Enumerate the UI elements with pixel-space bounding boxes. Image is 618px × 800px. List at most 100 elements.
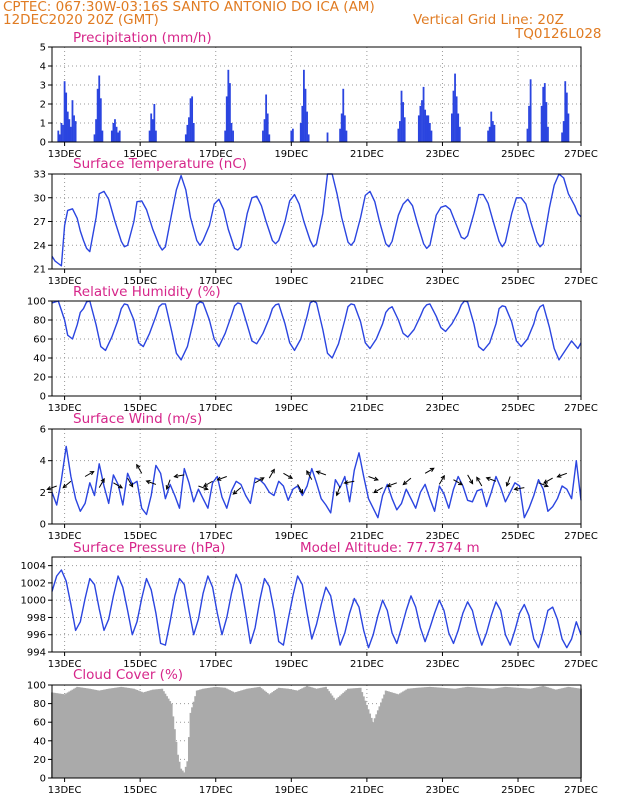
cloud-bar bbox=[457, 688, 460, 778]
cloud-bar bbox=[506, 686, 508, 778]
cloud-bar bbox=[329, 693, 332, 778]
wind-arrow-head bbox=[288, 474, 294, 479]
cloud-bar bbox=[175, 741, 178, 778]
cloud-bar bbox=[284, 688, 286, 778]
precip-bar bbox=[345, 130, 348, 142]
cloud-bar bbox=[287, 688, 290, 778]
cloud-bar bbox=[398, 693, 401, 778]
cloud-bar bbox=[232, 691, 235, 778]
cloud-bar bbox=[548, 687, 551, 778]
cloud-bar bbox=[372, 722, 375, 778]
cloud-bar bbox=[252, 687, 255, 778]
cloud-bar bbox=[210, 687, 213, 778]
cloud-bar bbox=[409, 688, 412, 778]
pressure-ytick-label: 996 bbox=[27, 630, 46, 641]
temp-xtick-label: 15DEC bbox=[123, 276, 157, 287]
cloud-bar bbox=[258, 686, 261, 778]
cloud-bar bbox=[380, 702, 383, 778]
cloud-bar bbox=[73, 688, 76, 778]
precip-bar bbox=[565, 92, 568, 142]
cloud-bar bbox=[96, 690, 99, 778]
precip-bar bbox=[232, 130, 234, 142]
precip-bar bbox=[561, 132, 564, 142]
wind-arrow bbox=[453, 479, 463, 486]
cloud-bar bbox=[260, 688, 263, 778]
wind-arrow-head bbox=[306, 470, 311, 476]
pressure-xtick-label: 15DEC bbox=[123, 659, 157, 670]
cloud-bar bbox=[213, 687, 216, 778]
precip-bar bbox=[402, 102, 404, 142]
precip-ytick-label: 0 bbox=[40, 138, 46, 149]
cloud-bar bbox=[416, 687, 419, 778]
wind-arrow bbox=[543, 477, 553, 484]
cloud-bar bbox=[199, 689, 201, 778]
precip-bar bbox=[450, 113, 453, 142]
cloud-bar bbox=[337, 697, 340, 778]
cloud-bar bbox=[194, 696, 197, 778]
cloud-bar bbox=[532, 688, 535, 778]
precip-bar bbox=[490, 111, 493, 142]
cloud-bar bbox=[236, 691, 239, 778]
precip-bar bbox=[424, 109, 427, 142]
cloud-bar bbox=[425, 687, 428, 778]
cloud-bar bbox=[570, 687, 573, 778]
cloud-bar bbox=[417, 687, 420, 778]
cloud-bar bbox=[419, 687, 422, 778]
precip-bar bbox=[93, 134, 96, 142]
cloud-bar bbox=[269, 693, 272, 778]
precip-bar bbox=[58, 134, 61, 142]
temp-xtick-label: 19DEC bbox=[274, 276, 308, 287]
precip-bar bbox=[452, 90, 455, 142]
precip-bar bbox=[65, 92, 68, 142]
temp-series-line bbox=[51, 173, 582, 267]
cloud-bar bbox=[310, 687, 313, 778]
precip-bar bbox=[150, 113, 153, 142]
panel-cloud: Cloud Cover (%) 0 20 40 60 80 100 13DEC 15DEC 17D… bbox=[27, 667, 598, 796]
humidity-ytick-label: 60 bbox=[33, 335, 46, 346]
cloud-bar bbox=[102, 689, 105, 778]
cloud-bar bbox=[502, 687, 505, 778]
precip-bar bbox=[340, 113, 343, 142]
cloud-bar bbox=[387, 691, 390, 778]
cloud-bar bbox=[542, 685, 545, 778]
precip-bar bbox=[225, 96, 228, 142]
cloud-bar bbox=[57, 693, 60, 778]
cloud-bar bbox=[167, 698, 170, 778]
cloud-bar bbox=[483, 688, 486, 778]
pressure-xtick-label: 17DEC bbox=[199, 659, 233, 670]
cloud-bar bbox=[241, 690, 244, 778]
cloud-bar bbox=[104, 689, 107, 778]
cloud-bar bbox=[328, 691, 331, 778]
humidity-ytick-label: 100 bbox=[27, 297, 46, 308]
cloud-xtick-label: 15DEC bbox=[123, 785, 157, 796]
precip-bar bbox=[542, 86, 545, 142]
precip-bar bbox=[326, 132, 329, 142]
wind-arrow bbox=[166, 479, 171, 490]
cloud-ytick-label: 40 bbox=[33, 736, 46, 747]
humidity-xtick-label: 13DEC bbox=[48, 403, 82, 414]
precip-bar bbox=[417, 115, 420, 142]
humidity-ytick-label: 40 bbox=[33, 354, 46, 365]
cloud-bar bbox=[561, 688, 564, 778]
wind-series-line bbox=[51, 445, 582, 519]
wind-arrow bbox=[438, 475, 445, 485]
precip-bar bbox=[229, 83, 231, 142]
wind-arrow-head bbox=[373, 476, 379, 481]
cloud-bar bbox=[101, 689, 104, 778]
cloud-bar bbox=[115, 687, 118, 778]
cloud-bar bbox=[361, 692, 364, 778]
precip-title: Precipitation (mm/h) bbox=[73, 30, 212, 46]
cloud-bar bbox=[68, 691, 71, 778]
cloud-bar bbox=[280, 688, 283, 778]
cloud-bar bbox=[77, 687, 80, 778]
precip-bar bbox=[425, 115, 428, 142]
cloud-title: Cloud Cover (%) bbox=[73, 667, 183, 683]
precip-xtick-label: 19DEC bbox=[274, 149, 308, 160]
precip-bar bbox=[419, 105, 422, 142]
wind-xtick-label: 15DEC bbox=[123, 531, 157, 542]
cloud-bar bbox=[159, 688, 162, 778]
cloud-bar bbox=[98, 690, 101, 778]
wind-arrow-head bbox=[343, 480, 349, 485]
precip-ytick-label: 4 bbox=[40, 62, 46, 73]
wind-arrow-head bbox=[373, 488, 379, 494]
